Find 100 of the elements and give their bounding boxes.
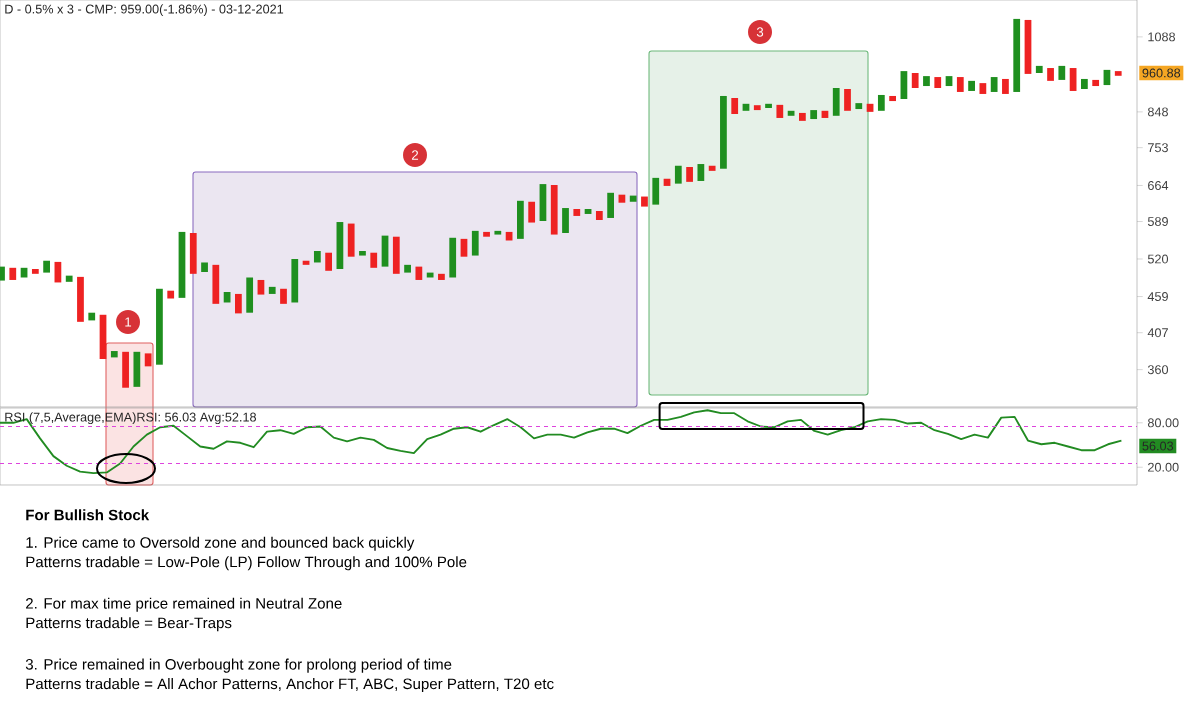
bar: [235, 293, 242, 314]
text: 2. For max time price remained in Neutral Zone: [26, 597, 342, 612]
bar: [246, 277, 254, 313]
bar: [133, 351, 141, 387]
bar: [167, 290, 175, 299]
bar: [832, 88, 840, 116]
y-tick-label: 20.00: [1148, 462, 1179, 472]
bar: [517, 200, 524, 239]
bar: [438, 273, 445, 280]
bar: [347, 223, 355, 257]
bar: [1058, 65, 1066, 80]
bar: [325, 252, 333, 271]
bar: [968, 80, 975, 91]
y-tick-label: 360: [1147, 365, 1169, 375]
bar: [956, 77, 964, 92]
bar: [291, 259, 299, 303]
bar: [404, 264, 411, 273]
y-tick-label: 664: [1148, 181, 1169, 190]
bar: [708, 165, 716, 171]
y-tick-label: 520: [1147, 254, 1169, 264]
bar: [65, 275, 73, 282]
bar: [359, 251, 366, 256]
bar: [189, 232, 197, 274]
annotation: 2: [411, 150, 419, 160]
bar: [494, 230, 502, 235]
bar: [1114, 71, 1122, 76]
bar: [720, 95, 727, 169]
text: 3. Price remained in Overbought zone for prolong period of time: [25, 658, 452, 673]
bar: [31, 269, 39, 274]
bar: [979, 83, 987, 94]
bar: [573, 209, 581, 216]
bar: [877, 94, 885, 111]
bar: [88, 312, 96, 321]
bar: [584, 209, 592, 214]
bar: [268, 286, 276, 294]
bar: [1047, 68, 1054, 81]
text: 56.03: [1142, 441, 1174, 451]
bar: [686, 167, 693, 182]
bar: [674, 165, 682, 184]
bar: [889, 95, 897, 102]
bar: [1092, 79, 1100, 87]
bar: [144, 353, 152, 367]
text: 1. Price came to Oversold zone and bounced back quickly: [26, 536, 415, 551]
bar: [934, 77, 942, 88]
text: Patterns tradable = All Achor Patterns, Anchor FT, ABC, Super Pattern, T20 etc: [26, 678, 554, 693]
bar: [629, 195, 637, 202]
text: Patterns tradable = Bear-Traps: [26, 617, 232, 632]
text: Patterns tradable = Low-Pole (LP) Follow Through and 100% Pole: [26, 556, 467, 571]
bar: [765, 103, 772, 108]
bar: [156, 288, 163, 365]
bar: [990, 77, 998, 92]
bar: [799, 112, 806, 121]
bar: [122, 351, 129, 388]
bar: [945, 76, 953, 87]
y-tick-label: 1088: [1148, 32, 1176, 42]
bar: [415, 266, 423, 280]
y-tick-label: 80.00: [1147, 418, 1179, 428]
bar: [1035, 65, 1043, 73]
text: 960.88: [1142, 68, 1181, 78]
bar: [641, 196, 648, 207]
y-tick-label: 589: [1147, 217, 1168, 226]
bar: [392, 236, 400, 274]
bar: [911, 72, 919, 88]
bar: [844, 88, 851, 111]
bar: [1002, 78, 1009, 94]
bar: [1013, 18, 1021, 92]
bar: [595, 210, 603, 220]
chart-title: RSI (7,5,Average,EMA)RSI: 56.03 Avg:52.18: [5, 412, 257, 425]
chart-title: D - 0.5% x 3 - CMP: 959.00(-1.86%) - 03-12-2021: [5, 4, 284, 17]
bar: [280, 288, 287, 304]
bar: [449, 237, 457, 278]
bar: [697, 164, 705, 181]
y-tick-label: 407: [1147, 328, 1168, 338]
y-tick-label: 753: [1148, 143, 1168, 153]
bar: [43, 260, 50, 273]
line-series: [0, 409, 1123, 475]
y-tick-label: 459: [1147, 292, 1168, 302]
bar: [471, 230, 479, 256]
bar: [201, 262, 208, 273]
bar: [607, 192, 615, 218]
text: For Bullish Stock: [26, 509, 150, 521]
bar: [528, 201, 536, 223]
bar: [483, 231, 490, 237]
bar: [212, 264, 220, 304]
bar: [550, 185, 558, 235]
bar: [77, 276, 84, 322]
bar: [110, 351, 118, 358]
bar: [731, 98, 739, 114]
annotation: 1: [125, 317, 132, 327]
bar: [313, 251, 321, 263]
bar: [1081, 78, 1088, 89]
y-tick-label: 848: [1147, 107, 1168, 117]
bar: [257, 279, 265, 295]
bar: [855, 103, 863, 110]
bar: [810, 110, 818, 120]
bar: [652, 177, 660, 205]
bar: [9, 267, 17, 280]
bar: [923, 76, 930, 87]
bar: [370, 252, 378, 268]
bar: [753, 105, 761, 111]
